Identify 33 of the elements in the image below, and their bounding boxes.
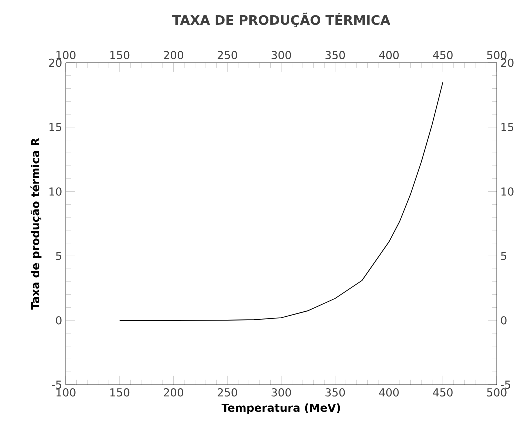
x-tick-label: 250 xyxy=(218,51,238,60)
y2-tick-label: 15 xyxy=(502,123,514,132)
x-tick-label: 500 xyxy=(487,51,507,60)
y-axis-title: Taxa de produção térmica R xyxy=(30,138,42,310)
y-tick-label: 15 xyxy=(50,123,62,132)
x2-tick-label: 400 xyxy=(379,388,399,397)
x-axis-title: Temperatura (MeV) xyxy=(222,404,340,414)
y-tick-label: 0 xyxy=(56,316,62,325)
y-tick-label: -5 xyxy=(52,380,62,390)
x-tick-label: 450 xyxy=(433,51,453,60)
y2-tick-label: 5 xyxy=(501,252,507,260)
x-tick-label: 300 xyxy=(272,51,292,60)
y2-tick-label: 20 xyxy=(501,58,514,68)
y-tick-label: 5 xyxy=(56,252,62,260)
x-tick-label: 150 xyxy=(110,51,130,60)
x2-tick-label: 500 xyxy=(487,388,507,397)
x2-tick-label: 300 xyxy=(272,388,292,397)
y-tick-label: 10 xyxy=(50,188,62,196)
x-tick-label: 200 xyxy=(164,51,184,60)
x-tick-label: 400 xyxy=(379,51,399,60)
x2-tick-label: 450 xyxy=(433,388,453,397)
y2-tick-label: 0 xyxy=(501,316,507,325)
y-tick-label: 20 xyxy=(49,58,62,68)
x2-tick-label: 100 xyxy=(56,388,76,397)
x2-tick-label: 350 xyxy=(326,388,346,397)
x2-tick-label: 150 xyxy=(110,388,130,397)
y2-tick-label: -5 xyxy=(501,380,510,390)
x2-tick-label: 250 xyxy=(218,388,238,397)
x-tick-label: 350 xyxy=(326,51,346,60)
x-tick-label: 100 xyxy=(56,51,76,60)
chart-title: TAXA DE PRODUÇÃO TÉRMICA xyxy=(172,12,391,28)
y2-tick-label: 10 xyxy=(502,188,514,196)
x2-tick-label: 200 xyxy=(164,388,184,397)
